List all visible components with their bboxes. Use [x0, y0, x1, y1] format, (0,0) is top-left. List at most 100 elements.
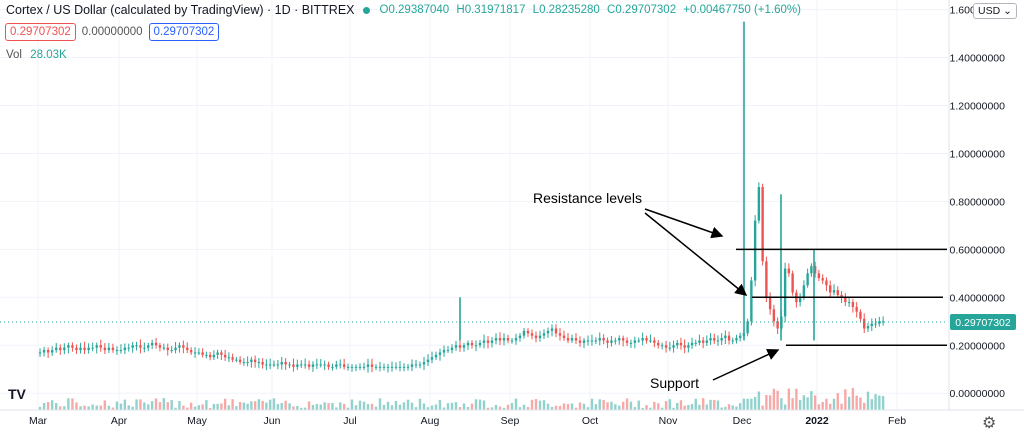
volume-bar — [296, 405, 299, 410]
volume-bar — [394, 400, 398, 410]
volume-bar — [315, 404, 319, 410]
candle-body — [220, 352, 223, 355]
candle-body — [502, 338, 506, 341]
candle-body — [354, 366, 358, 368]
volume-bar — [358, 400, 362, 410]
candle-body — [323, 364, 326, 366]
volume-bar — [212, 403, 216, 410]
volume-bar — [246, 403, 249, 410]
symbol-title[interactable]: Cortex / US Dollar (calculated by Tradin… — [6, 3, 355, 17]
volume-bar — [91, 404, 94, 410]
candle-body — [847, 302, 851, 304]
volume-legend[interactable]: Vol 28.03K — [6, 49, 67, 61]
volume-bar — [223, 398, 227, 410]
candle-body — [288, 364, 291, 366]
gear-icon[interactable]: ⚙ — [982, 415, 997, 432]
support-label: Support — [650, 375, 699, 391]
currency-selector[interactable]: USD ⌄ — [973, 3, 1017, 19]
candle-body — [598, 338, 601, 341]
volume-value: 28.03K — [30, 49, 67, 61]
chart-grid — [0, 0, 948, 410]
volume-bar — [79, 406, 82, 410]
time-axis: Mar Apr May Jun Jul Aug Sep Oct Nov Dec 2022 Feb — [29, 415, 906, 427]
volume-bar — [319, 404, 322, 410]
candle-body — [46, 350, 50, 353]
candle-body — [668, 347, 672, 349]
volume-bar — [370, 403, 374, 410]
candle-body — [514, 338, 518, 341]
candle-body — [430, 357, 434, 360]
time-tick-label: May — [187, 415, 208, 427]
volume-bar — [227, 405, 231, 410]
candle-body — [844, 297, 847, 303]
candle-body — [482, 340, 486, 343]
volume-bar — [205, 400, 208, 410]
volume-bar — [847, 396, 851, 410]
price-tick-label: 0.00000000 — [950, 388, 1006, 400]
candle-body — [362, 366, 366, 368]
candle-body — [562, 335, 566, 339]
market-status-icon — [362, 6, 370, 14]
candle-body — [91, 347, 94, 349]
volume-bar — [859, 397, 862, 410]
candle-body — [450, 347, 454, 351]
volume-bar — [300, 407, 303, 410]
volume-bar — [261, 400, 264, 410]
candle-body — [422, 362, 426, 365]
volume-bar — [554, 405, 558, 410]
volume-label: Vol — [6, 49, 22, 61]
price-tick-label: 0.40000000 — [950, 292, 1006, 304]
volume-bar — [307, 401, 311, 410]
last-price-label: 0.29707302 — [955, 317, 1011, 329]
candle-body — [810, 266, 813, 274]
candle-body — [546, 330, 550, 334]
candle-body — [170, 350, 173, 352]
price-tick-label: 0.20000000 — [950, 340, 1006, 352]
candle-body — [881, 321, 885, 323]
candle-body — [761, 187, 764, 262]
volume-bar — [220, 403, 223, 410]
candle-body — [127, 347, 130, 349]
candle-body — [727, 335, 731, 341]
volume-bar — [574, 407, 578, 410]
buy-button[interactable]: 0.29707302 — [148, 23, 220, 41]
volume-bar — [446, 403, 450, 410]
candle-body — [750, 280, 753, 322]
candle-body — [660, 345, 664, 347]
candle-body — [753, 220, 757, 281]
candle-body — [135, 345, 138, 347]
sell-button[interactable]: 0.29707302 — [5, 23, 76, 41]
candle-body — [542, 333, 546, 336]
high-value: H0.31971817 — [456, 4, 526, 16]
candle-body — [522, 330, 526, 336]
volume-bar — [462, 403, 466, 410]
volume-bar — [276, 404, 280, 410]
candle-body — [534, 335, 538, 339]
volume-bar — [641, 407, 644, 410]
candle-body — [832, 290, 836, 293]
volume-bar — [257, 399, 261, 410]
volume-bar — [426, 407, 430, 410]
volume-bar — [75, 402, 78, 410]
candle-body — [731, 340, 734, 342]
volume-bar — [166, 402, 169, 410]
volume-bar — [115, 401, 119, 410]
volume-bar — [844, 389, 847, 410]
volume-bar — [59, 406, 62, 410]
candle-body — [268, 364, 272, 366]
volume-bar — [664, 401, 668, 410]
candle-body — [358, 366, 362, 368]
volume-bar — [550, 406, 554, 410]
volume-bar — [111, 407, 115, 410]
candle-body — [370, 364, 374, 367]
candle-body — [738, 335, 742, 339]
volume-bar — [538, 400, 542, 410]
candle-body — [296, 364, 299, 367]
volume-bar — [562, 403, 566, 410]
candle-body — [498, 338, 502, 341]
candle-body — [174, 347, 177, 351]
volume-bar — [724, 406, 727, 410]
candle-body — [327, 364, 330, 367]
volume-bar — [716, 400, 720, 410]
